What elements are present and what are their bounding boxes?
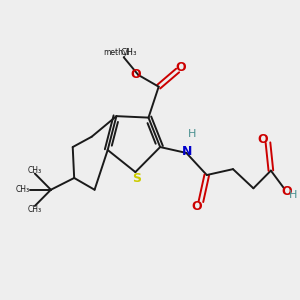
Text: H: H: [289, 190, 297, 200]
Text: O: O: [282, 185, 292, 198]
Text: CH₃: CH₃: [121, 48, 137, 57]
Text: O: O: [175, 61, 186, 74]
Text: O: O: [257, 133, 268, 146]
Text: S: S: [132, 172, 141, 185]
Text: O: O: [130, 68, 141, 81]
Text: methoxy: methoxy: [113, 52, 120, 53]
Text: H: H: [188, 129, 196, 139]
Text: CH₃: CH₃: [27, 205, 41, 214]
Text: N: N: [182, 145, 192, 158]
Text: methyl: methyl: [103, 48, 130, 57]
Text: CH₃: CH₃: [16, 185, 30, 194]
Text: O: O: [191, 200, 202, 213]
Text: CH₃: CH₃: [27, 166, 41, 175]
